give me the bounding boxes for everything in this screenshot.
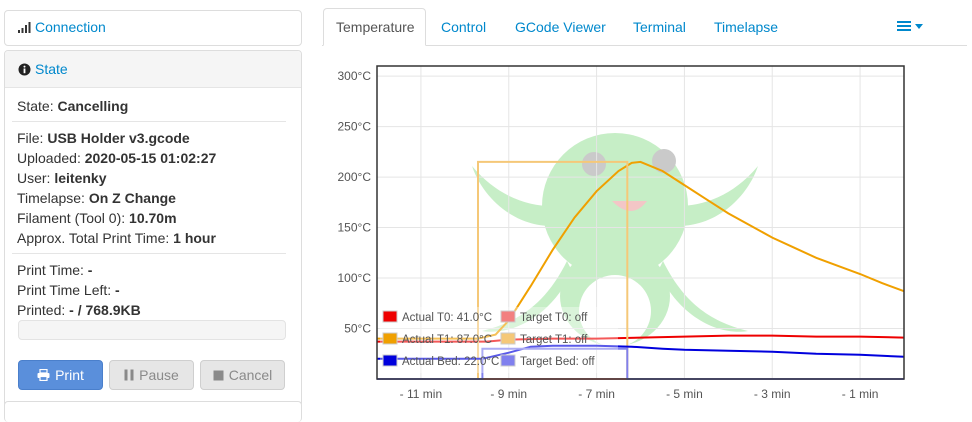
y-tick-label: 200°C bbox=[338, 170, 372, 184]
legend-label: Target T1: off bbox=[520, 334, 588, 346]
series-line-actual-t1 bbox=[377, 160, 905, 340]
legend-label: Target Bed: off bbox=[520, 356, 595, 368]
tab-terminal[interactable]: Terminal bbox=[633, 19, 686, 35]
x-tick-label: - 5 min bbox=[666, 387, 703, 401]
legend-swatch bbox=[500, 332, 516, 345]
x-tick-label: - 9 min bbox=[490, 387, 527, 401]
series-line-actual-bed bbox=[377, 344, 905, 360]
x-tick-label: - 3 min bbox=[754, 387, 791, 401]
legend-swatch bbox=[500, 310, 516, 323]
legend-label: Actual T1: 87.0°C bbox=[402, 334, 492, 346]
x-tick-label: - 11 min bbox=[400, 387, 442, 401]
filament-row: Filament (Tool 0): 10.70m bbox=[17, 210, 177, 226]
time-left-row: Print Time Left: - bbox=[17, 282, 120, 298]
tab-menu-button[interactable] bbox=[897, 20, 923, 32]
plot-frame bbox=[376, 65, 905, 380]
y-tick-label: 100°C bbox=[338, 271, 372, 285]
uploaded-row: Uploaded: 2020-05-15 01:02:27 bbox=[17, 150, 217, 166]
legend-swatch bbox=[500, 354, 516, 367]
x-tick-label: - 7 min bbox=[578, 387, 615, 401]
file-value: USB Holder v3.gcode bbox=[47, 130, 190, 146]
cancel-label: Cancel bbox=[228, 367, 273, 383]
x-tick-label: - 1 min bbox=[842, 387, 879, 401]
print-button[interactable]: Print bbox=[18, 360, 103, 390]
pause-label: Pause bbox=[139, 367, 179, 383]
user-value: leitenky bbox=[54, 170, 107, 186]
pause-button[interactable]: Pause bbox=[109, 360, 194, 390]
filament-value: 10.70m bbox=[129, 210, 177, 226]
file-row: File: USB Holder v3.gcode bbox=[17, 130, 190, 146]
y-tick-label: 50°C bbox=[344, 322, 371, 336]
next-panel-edge bbox=[4, 401, 302, 422]
y-tick-label: 250°C bbox=[338, 120, 372, 134]
printed-value: - / 768.9KB bbox=[69, 302, 141, 318]
approx-time-row: Approx. Total Print Time: 1 hour bbox=[17, 230, 216, 246]
printed-row: Printed: - / 768.9KB bbox=[17, 302, 141, 318]
temperature-chart: 50°C 100°C 150°C 200°C 250°C 300°C - 11 min - 9… bbox=[338, 65, 905, 401]
divider bbox=[12, 253, 286, 254]
connection-header[interactable]: Connection bbox=[17, 19, 106, 35]
info-circle-icon bbox=[18, 63, 31, 75]
progress-bar bbox=[18, 320, 286, 340]
print-icon bbox=[37, 369, 50, 381]
list-menu-icon bbox=[897, 21, 911, 31]
state-value: Cancelling bbox=[57, 98, 129, 114]
print-time-row: Print Time: - bbox=[17, 262, 93, 278]
print-time-value: - bbox=[87, 262, 93, 278]
legend-swatch bbox=[382, 332, 398, 345]
stop-icon bbox=[213, 370, 224, 380]
time-left-value: - bbox=[115, 282, 120, 298]
uploaded-value: 2020-05-15 01:02:27 bbox=[84, 150, 217, 166]
tab-gcode-viewer[interactable]: GCode Viewer bbox=[515, 19, 606, 35]
state-header[interactable]: State bbox=[5, 51, 301, 88]
tab-bar bbox=[322, 45, 967, 46]
y-tick-label: 150°C bbox=[338, 221, 372, 235]
approx-time-value: 1 hour bbox=[173, 230, 216, 246]
timelapse-value: On Z Change bbox=[88, 190, 176, 206]
caret-down-icon bbox=[915, 23, 923, 29]
legend-swatch bbox=[382, 354, 398, 367]
tab-control[interactable]: Control bbox=[441, 19, 487, 35]
legend-label: Actual Bed: 22.0°C bbox=[402, 356, 499, 368]
state-panel: State bbox=[4, 50, 302, 407]
legend-label: Target T0: off bbox=[520, 312, 588, 324]
legend-label: Actual T0: 41.0°C bbox=[402, 312, 492, 324]
user-row: User: leitenky bbox=[17, 170, 107, 186]
print-label: Print bbox=[55, 367, 84, 383]
pause-icon bbox=[124, 369, 134, 381]
state-row: State: Cancelling bbox=[17, 98, 129, 114]
legend-swatch bbox=[382, 310, 398, 323]
tab-timelapse[interactable]: Timelapse bbox=[714, 19, 779, 35]
signal-bars-icon bbox=[18, 22, 31, 33]
timelapse-row: Timelapse: On Z Change bbox=[17, 190, 176, 206]
tab-temperature[interactable]: Temperature bbox=[323, 8, 426, 46]
connection-panel: Connection bbox=[4, 10, 302, 46]
state-title[interactable]: State bbox=[35, 61, 68, 77]
divider bbox=[12, 121, 286, 122]
cancel-button[interactable]: Cancel bbox=[200, 360, 285, 390]
legend-background bbox=[380, 307, 618, 373]
y-tick-label: 300°C bbox=[338, 69, 372, 83]
connection-link[interactable]: Connection bbox=[35, 19, 106, 35]
